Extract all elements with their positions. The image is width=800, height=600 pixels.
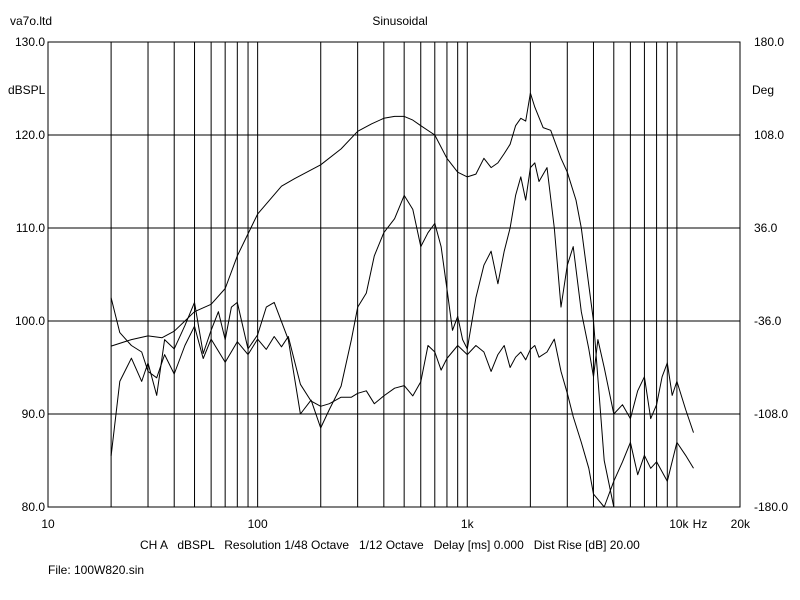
x-tick-label: 10k [669,517,689,531]
y-left-tick-label: 80.0 [22,500,46,514]
tick-labels: 80.0 90.0 100.0 110.0 120.0 130.0 -180.0 -108.0… [15,35,788,531]
y-left-tick-label: 100.0 [15,314,45,328]
series-line-phase [110,297,694,508]
y-axis-left-label: dBSPL [8,83,46,97]
y-right-tick-label: -36.0 [754,314,782,328]
series-line-spl-raw [110,162,694,456]
y-right-tick-label: -180.0 [754,500,788,514]
settings-readout: CH A dBSPL Resolution 1/48 Octave 1/12 O… [140,538,640,552]
y-right-tick-label: -108.0 [754,407,788,421]
y-right-tick-label: 180.0 [754,35,784,49]
x-tick-label: 20k [731,517,751,531]
y-axis-right-label: Deg [752,83,774,97]
y-left-tick-label: 110.0 [16,221,45,235]
y-left-tick-label: 90.0 [22,407,46,421]
header-left-label: va7o.ltd [10,14,52,28]
x-tick-label: 1k [461,517,475,531]
chart-title: Sinusoidal [372,14,427,28]
grid-lines [48,42,740,507]
y-right-tick-label: 108.0 [754,128,784,142]
y-right-tick-label: 36.0 [754,221,778,235]
x-tick-label: 10 [41,517,55,531]
x-axis-unit-label: Hz [693,517,708,531]
series-layer [110,92,694,508]
file-name-label: File: 100W820.sin [48,563,144,577]
plot-frame [47,41,741,508]
y-left-tick-label: 120.0 [15,128,45,142]
series-line-spl-smoothed [110,92,615,508]
y-left-tick-label: 130.0 [15,35,45,49]
x-tick-label: 100 [248,517,268,531]
